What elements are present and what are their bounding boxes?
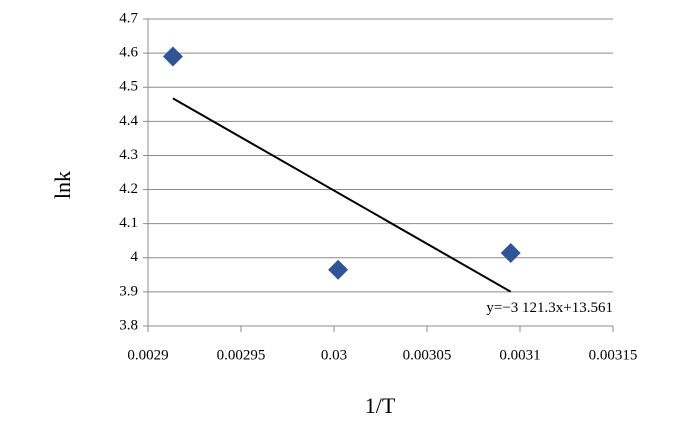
x-axis-title: 1/T [365,393,396,418]
data-point [328,259,349,280]
y-tick-label: 4.1 [119,215,138,231]
x-tick-label: 0.03 [321,347,347,363]
x-tick-label: 0.00305 [403,347,452,363]
x-tick-label: 0.00315 [589,347,638,363]
y-axis-title: lnk [50,171,75,199]
data-point [162,46,183,67]
y-tick-label: 4 [131,249,139,265]
x-tick-label: 0.0029 [127,347,168,363]
y-tick-label: 3.9 [119,283,138,299]
y-tick-label: 4.5 [119,79,138,95]
y-tick-label: 4.7 [119,10,138,26]
y-tick-label: 3.8 [119,317,138,333]
trendline-label: y=−3 121.3x+13.561 [486,300,613,316]
y-tick-label: 4.3 [119,147,138,163]
data-point [500,243,521,264]
x-tick-label: 0.0031 [499,347,540,363]
x-tick-label: 0.00295 [217,347,266,363]
trendline [172,97,512,293]
y-tick-label: 4.2 [119,181,138,197]
y-tick-label: 4.4 [119,113,138,129]
y-tick-label: 4.6 [119,45,138,61]
